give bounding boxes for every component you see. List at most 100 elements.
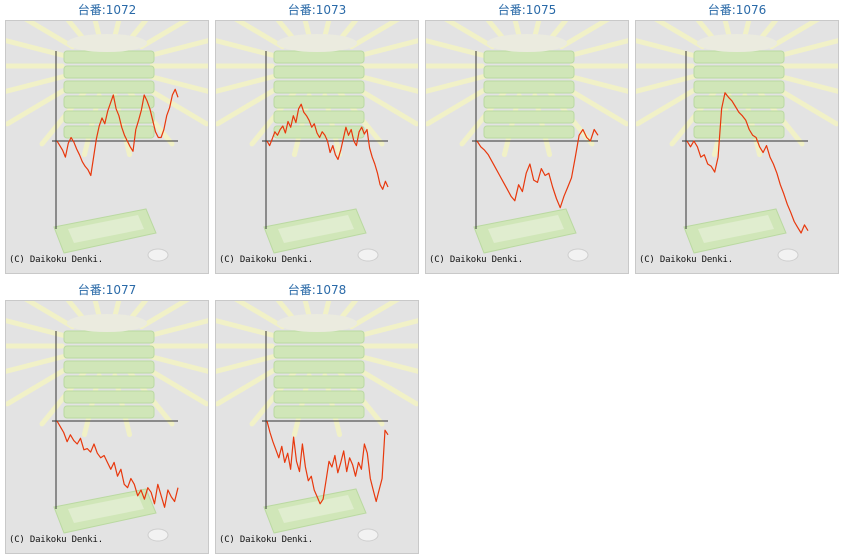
ray-shape bbox=[558, 21, 610, 50]
ray-shape bbox=[776, 38, 838, 59]
chart-title[interactable]: 台番:1076 bbox=[707, 3, 767, 17]
chart-title[interactable]: 台番:1077 bbox=[77, 283, 137, 297]
ray-shape bbox=[356, 38, 418, 59]
chart-svg bbox=[216, 21, 418, 262]
chart-title[interactable]: 台番:1075 bbox=[497, 3, 557, 17]
dish-shape bbox=[147, 528, 169, 542]
box-shape bbox=[483, 110, 575, 124]
ray-shape bbox=[654, 21, 706, 50]
ray-shape bbox=[24, 301, 76, 330]
series-line bbox=[266, 103, 389, 190]
box-shape bbox=[273, 390, 365, 404]
box-shape bbox=[693, 125, 785, 139]
chart-frame: (C) Daikoku Denki. bbox=[635, 20, 839, 274]
ray-shape bbox=[722, 21, 732, 39]
series-line bbox=[266, 420, 389, 505]
chart-svg bbox=[6, 301, 208, 542]
ray-shape bbox=[532, 21, 542, 39]
copyright-text: (C) Daikoku Denki. bbox=[639, 255, 733, 265]
dish-shape bbox=[777, 248, 799, 262]
ray-shape bbox=[695, 21, 717, 43]
box-shape bbox=[483, 50, 575, 64]
ray-shape bbox=[6, 82, 76, 127]
ray-shape bbox=[275, 301, 297, 323]
rice-top-shape bbox=[487, 34, 567, 52]
ray-shape bbox=[348, 21, 400, 50]
ray-shape bbox=[275, 21, 297, 43]
dish-shape bbox=[357, 528, 379, 542]
ray-shape bbox=[146, 318, 208, 339]
copyright-text: (C) Daikoku Denki. bbox=[9, 255, 103, 265]
copyright-text: (C) Daikoku Denki. bbox=[219, 535, 313, 545]
ray-shape bbox=[65, 21, 87, 43]
ray-shape bbox=[138, 21, 190, 50]
ray-shape bbox=[216, 362, 286, 407]
box-shape bbox=[63, 65, 155, 79]
copyright-text: (C) Daikoku Denki. bbox=[9, 535, 103, 545]
copyright-text: (C) Daikoku Denki. bbox=[429, 255, 523, 265]
chart-title[interactable]: 台番:1078 bbox=[287, 283, 347, 297]
box-shape bbox=[63, 375, 155, 389]
ray-shape bbox=[112, 21, 122, 39]
machine-chart-card: 台番:1073 (C) Daikoku Denki. bbox=[215, 0, 419, 276]
ray-shape bbox=[757, 21, 779, 43]
box-shape bbox=[273, 375, 365, 389]
series-line bbox=[476, 128, 599, 209]
chart-frame: (C) Daikoku Denki. bbox=[5, 20, 209, 274]
series-line bbox=[56, 420, 179, 508]
background-illustration bbox=[6, 301, 208, 542]
box-shape bbox=[273, 360, 365, 374]
ray-shape bbox=[356, 73, 418, 94]
box-shape bbox=[483, 95, 575, 109]
box-shape bbox=[63, 110, 155, 124]
chart-frame: (C) Daikoku Denki. bbox=[425, 20, 629, 274]
ray-shape bbox=[234, 301, 286, 330]
dish-shape bbox=[357, 248, 379, 262]
ray-shape bbox=[92, 301, 102, 319]
ray-shape bbox=[485, 21, 507, 43]
ray-shape bbox=[216, 82, 286, 127]
box-shape bbox=[483, 125, 575, 139]
box-shape bbox=[273, 80, 365, 94]
machine-chart-card: 台番:1075 (C) Daikoku Denki. bbox=[425, 0, 629, 276]
tray-inner-shape bbox=[698, 215, 774, 243]
ray-shape bbox=[92, 21, 102, 39]
ray-shape bbox=[768, 21, 820, 50]
chart-frame: (C) Daikoku Denki. bbox=[5, 300, 209, 554]
ray-shape bbox=[216, 73, 278, 94]
ray-shape bbox=[127, 301, 149, 323]
box-shape bbox=[273, 345, 365, 359]
ray-shape bbox=[216, 353, 278, 374]
box-shape bbox=[63, 330, 155, 344]
dish-shape bbox=[147, 248, 169, 262]
ray-shape bbox=[547, 21, 569, 43]
box-shape bbox=[63, 125, 155, 139]
rice-top-shape bbox=[67, 34, 147, 52]
rice-top-shape bbox=[67, 314, 147, 332]
box-shape bbox=[483, 65, 575, 79]
tray-inner-shape bbox=[488, 215, 564, 243]
chart-title[interactable]: 台番:1073 bbox=[287, 3, 347, 17]
chart-svg bbox=[6, 21, 208, 262]
ray-shape bbox=[112, 301, 122, 319]
box-shape bbox=[273, 330, 365, 344]
ray-shape bbox=[566, 38, 628, 59]
ray-shape bbox=[127, 21, 149, 43]
box-shape bbox=[273, 50, 365, 64]
chart-svg bbox=[426, 21, 628, 262]
ray-shape bbox=[356, 353, 418, 374]
machine-chart-card: 台番:1072 (C) Daikoku Denki. bbox=[5, 0, 209, 276]
tray-inner-shape bbox=[68, 215, 144, 243]
chart-frame: (C) Daikoku Denki. bbox=[215, 300, 419, 554]
chart-title[interactable]: 台番:1072 bbox=[77, 3, 137, 17]
box-shape bbox=[63, 50, 155, 64]
box-shape bbox=[273, 65, 365, 79]
ray-shape bbox=[138, 301, 190, 330]
background-illustration bbox=[6, 21, 208, 262]
ray-shape bbox=[146, 38, 208, 59]
ray-shape bbox=[322, 21, 332, 39]
rice-top-shape bbox=[697, 34, 777, 52]
dish-shape bbox=[567, 248, 589, 262]
ray-shape bbox=[6, 38, 68, 59]
background-illustration bbox=[426, 21, 628, 262]
